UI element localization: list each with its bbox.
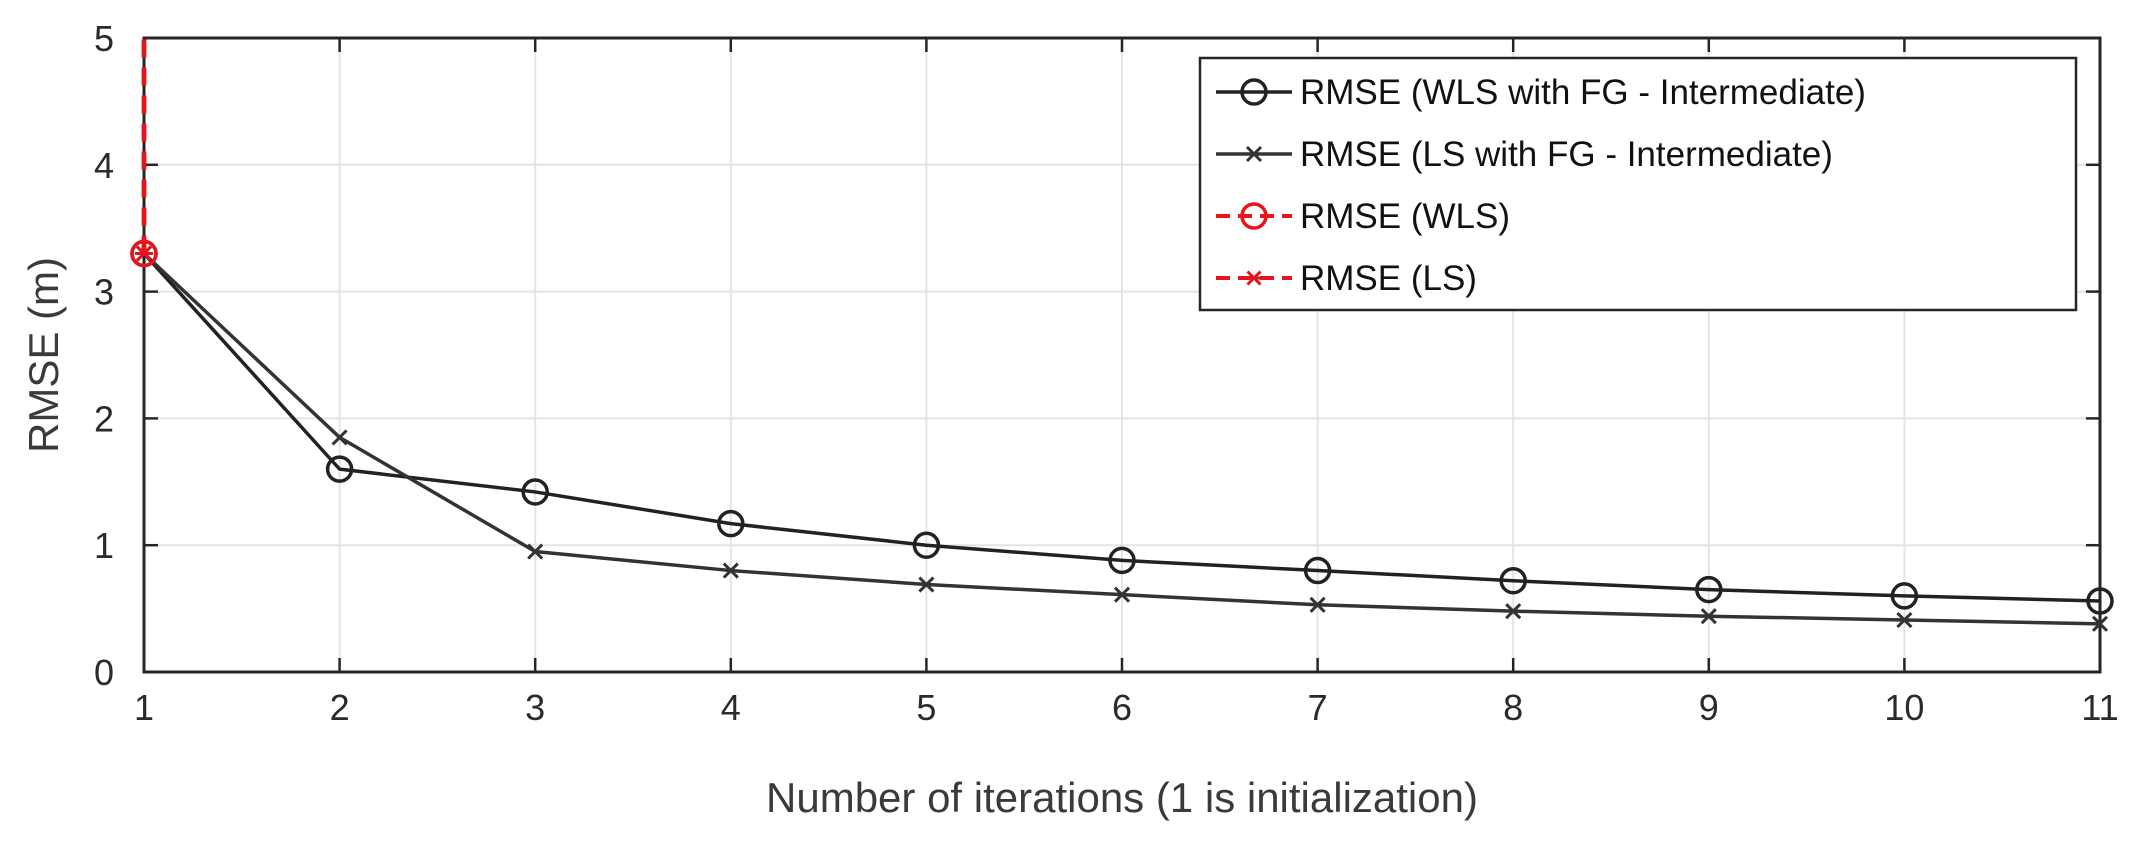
legend-entry: RMSE (WLS with FG - Intermediate) [1216, 73, 1866, 112]
data-point [135, 245, 153, 262]
legend-label: RMSE (LS) [1300, 259, 1477, 298]
y-tick-label: 5 [94, 18, 114, 59]
x-stroke [1505, 603, 1522, 620]
y-tick-label: 0 [94, 652, 114, 693]
y-tick-label: 2 [94, 398, 114, 439]
legend: RMSE (WLS with FG - Intermediate) RMSE (L… [1198, 56, 2078, 312]
x-axis-label: Number of iterations (1 is initializatio… [766, 774, 1478, 821]
x-stroke [918, 576, 935, 593]
legend-marker [1245, 145, 1263, 163]
legend-box [1198, 56, 2078, 312]
data-point [527, 543, 544, 560]
x-tick-label: 11 [2081, 687, 2118, 728]
series-1 [130, 239, 2114, 615]
data-point [2091, 615, 2109, 632]
data-point [331, 429, 348, 446]
x-stroke [2091, 615, 2109, 632]
y-tick-label: 3 [94, 272, 114, 313]
x-stroke [527, 543, 544, 560]
axes [142, 36, 2102, 674]
y-tick-label: 4 [94, 145, 114, 186]
data-point [2086, 587, 2114, 615]
x-tick-label: 10 [1884, 687, 1924, 728]
x-tick-label: 8 [1503, 687, 1523, 728]
x-stroke [1700, 608, 1717, 625]
legend-marker [1240, 78, 1268, 106]
x-tick-label: 6 [1112, 687, 1132, 728]
series-layer [130, 38, 2114, 632]
data-point [1695, 575, 1723, 604]
data-point [1505, 603, 1522, 620]
data-point [521, 478, 549, 506]
data-point [1499, 566, 1527, 595]
asterisk-stroke [136, 245, 152, 262]
legend-entry: RMSE (LS) [1216, 259, 1477, 298]
data-point [1113, 586, 1131, 603]
x-stroke [722, 562, 739, 579]
x-tick-label: 5 [916, 687, 936, 728]
y-axis-label: RMSE (m) [20, 257, 67, 453]
series-4 [135, 38, 153, 262]
legend-label: RMSE (WLS with FG - Intermediate) [1300, 73, 1866, 112]
x-tick-label: 9 [1699, 687, 1719, 728]
legend-entry: RMSE (WLS) [1216, 197, 1510, 236]
legend-marker [1240, 202, 1268, 230]
legend-marker [1245, 270, 1263, 286]
x-tick-label: 7 [1308, 687, 1328, 728]
data-point [1309, 596, 1326, 613]
data-point [1700, 608, 1717, 625]
data-point [1890, 582, 1919, 610]
data-point [722, 562, 739, 579]
series-line [142, 252, 2101, 603]
data-point [1108, 546, 1136, 575]
x-tick-label: 3 [525, 687, 545, 728]
data-point [325, 455, 354, 483]
asterisk-stroke [1246, 270, 1262, 286]
x-stroke [1896, 611, 1913, 629]
y-tick-label: 1 [94, 525, 114, 566]
legend-label: RMSE (WLS) [1300, 197, 1510, 236]
data-point [717, 509, 745, 538]
data-point [1303, 556, 1332, 585]
data-point [912, 531, 941, 559]
series-2 [135, 245, 2109, 632]
legend-label: RMSE (LS with FG - Intermediate) [1300, 135, 1833, 174]
x-tick-label: 2 [330, 687, 350, 728]
data-point [918, 576, 935, 593]
x-stroke [1113, 586, 1131, 603]
legend-entry: RMSE (LS with FG - Intermediate) [1216, 135, 1833, 174]
x-stroke [1245, 145, 1263, 163]
data-point [1896, 611, 1913, 629]
x-tick-label: 4 [721, 687, 741, 728]
x-tick-label: 1 [134, 687, 154, 728]
x-stroke [331, 429, 348, 446]
x-stroke [1309, 596, 1326, 613]
